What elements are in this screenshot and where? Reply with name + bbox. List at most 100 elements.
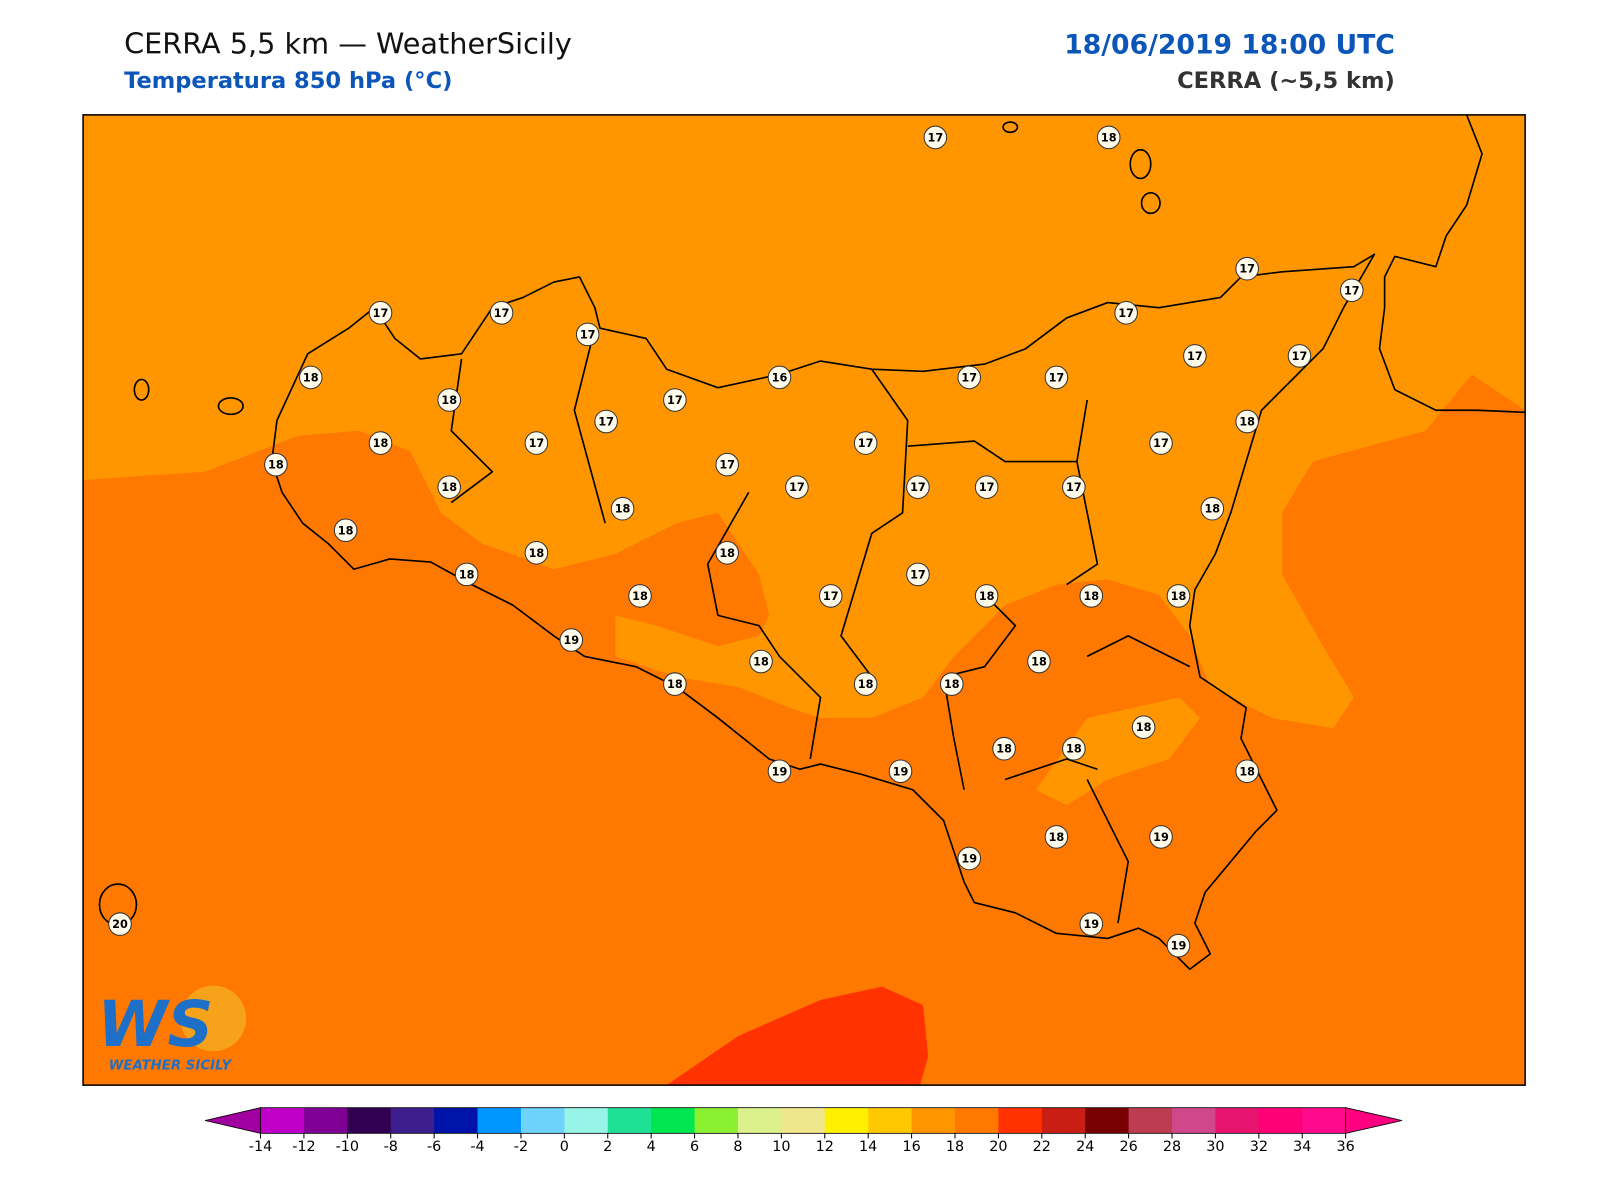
colorbar-box <box>911 1107 956 1134</box>
station-value: 18 <box>1049 831 1065 844</box>
title: CERRA 5,5 km — WeatherSicily <box>124 26 572 60</box>
station-value: 19 <box>893 765 909 778</box>
station-marker <box>939 672 964 696</box>
logo-mark: WS <box>97 987 213 1061</box>
colorbar: -14 -12 -10 -8 -6 -4 -2 0 2 4 6 8 10 12 14 16 18 20 22 24 26… <box>205 1107 1403 1155</box>
station-marker <box>715 452 739 477</box>
colorbar-tick-label: 8 <box>733 1139 742 1155</box>
station-value: 18 <box>441 481 457 494</box>
station-marker <box>524 541 549 565</box>
station-value: 17 <box>494 307 510 320</box>
colorbar-tick-label: 28 <box>1163 1139 1181 1155</box>
station-value: 18 <box>632 590 648 603</box>
station-value: 17 <box>1187 350 1203 363</box>
station-marker <box>818 584 843 608</box>
station-marker <box>1062 736 1086 761</box>
station-value: 17 <box>719 459 735 472</box>
colorbar-box <box>564 1107 609 1134</box>
colorbar-tick-label: 6 <box>690 1139 699 1155</box>
station-value: 17 <box>1344 284 1360 297</box>
station-marker <box>594 409 618 434</box>
station-value: 20 <box>112 918 128 931</box>
station-marker <box>108 912 132 936</box>
station-value: 18 <box>1031 656 1047 669</box>
station-value: 17 <box>667 394 683 407</box>
station-marker <box>1166 584 1191 608</box>
station-value: 17 <box>928 131 944 144</box>
colorbar-tick-label: 12 <box>816 1139 834 1155</box>
colorbar-tick-label: 22 <box>1033 1139 1051 1155</box>
colorbar-tick-label: 32 <box>1250 1139 1268 1155</box>
station-marker <box>1339 278 1364 303</box>
station-marker <box>1079 912 1104 936</box>
colorbar-box <box>347 1107 392 1134</box>
station-value: 18 <box>615 503 631 516</box>
station-marker <box>957 365 982 390</box>
island <box>1140 192 1161 215</box>
logo-name: WEATHER SICILY <box>109 1059 233 1074</box>
datetime: 18/06/2019 18:00 UTC <box>1064 29 1395 60</box>
station-value: 18 <box>1066 743 1082 756</box>
station-value: 18 <box>268 459 284 472</box>
station-marker <box>1235 256 1259 281</box>
station-marker <box>853 672 878 696</box>
field-20-22 <box>666 986 929 1086</box>
station-value: 17 <box>1239 263 1255 276</box>
coastline-calabria <box>1378 114 1526 414</box>
station-value: 17 <box>580 328 596 341</box>
colorbar-box <box>651 1107 696 1134</box>
station-marker <box>1027 649 1051 674</box>
colorbar-box <box>824 1107 869 1134</box>
colorbar-box <box>737 1107 782 1134</box>
station-marker <box>974 475 999 499</box>
station-value: 18 <box>979 590 995 603</box>
colorbar-under <box>205 1107 261 1134</box>
colorbar-box <box>781 1107 826 1134</box>
colorbar-tick-label: -2 <box>514 1139 528 1155</box>
station-marker <box>888 759 913 784</box>
station-marker <box>333 518 358 543</box>
colorbar-box <box>1302 1107 1347 1134</box>
colorbar-tick-label: -14 <box>249 1139 272 1155</box>
colorbar-box <box>1085 1107 1130 1134</box>
station-marker <box>1149 825 1173 849</box>
model-label: CERRA (~5,5 km) <box>1177 68 1395 94</box>
island <box>133 378 150 401</box>
island <box>1129 148 1152 180</box>
station-marker <box>1131 715 1156 739</box>
colorbar-box <box>477 1107 522 1134</box>
colorbar-tick-label: 20 <box>989 1139 1007 1155</box>
island <box>1002 121 1019 134</box>
station-value: 17 <box>1049 371 1065 384</box>
colorbar-tick-label: 26 <box>1119 1139 1137 1155</box>
station-value: 17 <box>979 481 995 494</box>
station-marker <box>1287 344 1312 368</box>
station-marker <box>1235 409 1259 434</box>
colorbar-tick-label: 24 <box>1076 1139 1094 1155</box>
station-value: 19 <box>772 765 788 778</box>
station-marker <box>1044 365 1069 390</box>
station-value: 17 <box>1153 437 1169 450</box>
station-marker <box>559 628 584 652</box>
station-marker <box>1200 496 1225 521</box>
stations: 17 18 17 17 17 17 17 17 17 17 18 16 17 17 18 17 17 18 18 17… <box>108 125 1364 958</box>
station-value: 18 <box>719 547 735 560</box>
colorbar-box <box>1258 1107 1303 1134</box>
station-value: 17 <box>1118 307 1134 320</box>
station-value: 18 <box>1239 416 1255 429</box>
colorbar-box <box>1172 1107 1216 1134</box>
colorbar-tick-label: 14 <box>859 1139 877 1155</box>
station-value: 18 <box>996 743 1012 756</box>
colorbar-tick-label: -6 <box>427 1139 441 1155</box>
station-marker <box>489 301 514 325</box>
station-marker <box>1079 584 1104 608</box>
station-value: 18 <box>459 568 475 581</box>
station-value: 17 <box>1292 350 1308 363</box>
logo-sun <box>180 985 247 1052</box>
station-marker <box>298 365 323 390</box>
station-value: 17 <box>961 371 977 384</box>
station-value: 18 <box>1171 590 1187 603</box>
colorbar-tick-label: -8 <box>384 1139 398 1155</box>
colorbar-box <box>520 1107 565 1134</box>
logo: WS WEATHER SICILY <box>97 985 247 1074</box>
